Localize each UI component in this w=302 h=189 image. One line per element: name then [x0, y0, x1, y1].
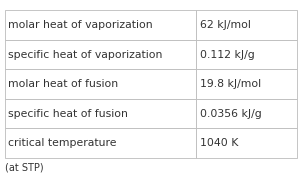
Text: specific heat of vaporization: specific heat of vaporization [8, 50, 162, 60]
Bar [5, 40, 196, 69]
Text: (at STP): (at STP) [5, 163, 43, 173]
Bar [196, 69, 297, 99]
Text: 0.112 kJ/g: 0.112 kJ/g [200, 50, 255, 60]
Text: critical temperature: critical temperature [8, 138, 117, 148]
Bar [196, 40, 297, 69]
Bar [196, 10, 297, 40]
Bar [5, 128, 196, 158]
Text: molar heat of vaporization: molar heat of vaporization [8, 20, 153, 30]
Bar [196, 128, 297, 158]
Text: 19.8 kJ/mol: 19.8 kJ/mol [200, 79, 261, 89]
Text: molar heat of fusion: molar heat of fusion [8, 79, 118, 89]
Text: 1040 K: 1040 K [200, 138, 238, 148]
Bar [5, 69, 196, 99]
Bar [5, 99, 196, 128]
Bar [196, 99, 297, 128]
Bar [5, 10, 196, 40]
Text: 62 kJ/mol: 62 kJ/mol [200, 20, 251, 30]
Text: specific heat of fusion: specific heat of fusion [8, 109, 128, 119]
Text: 0.0356 kJ/g: 0.0356 kJ/g [200, 109, 262, 119]
